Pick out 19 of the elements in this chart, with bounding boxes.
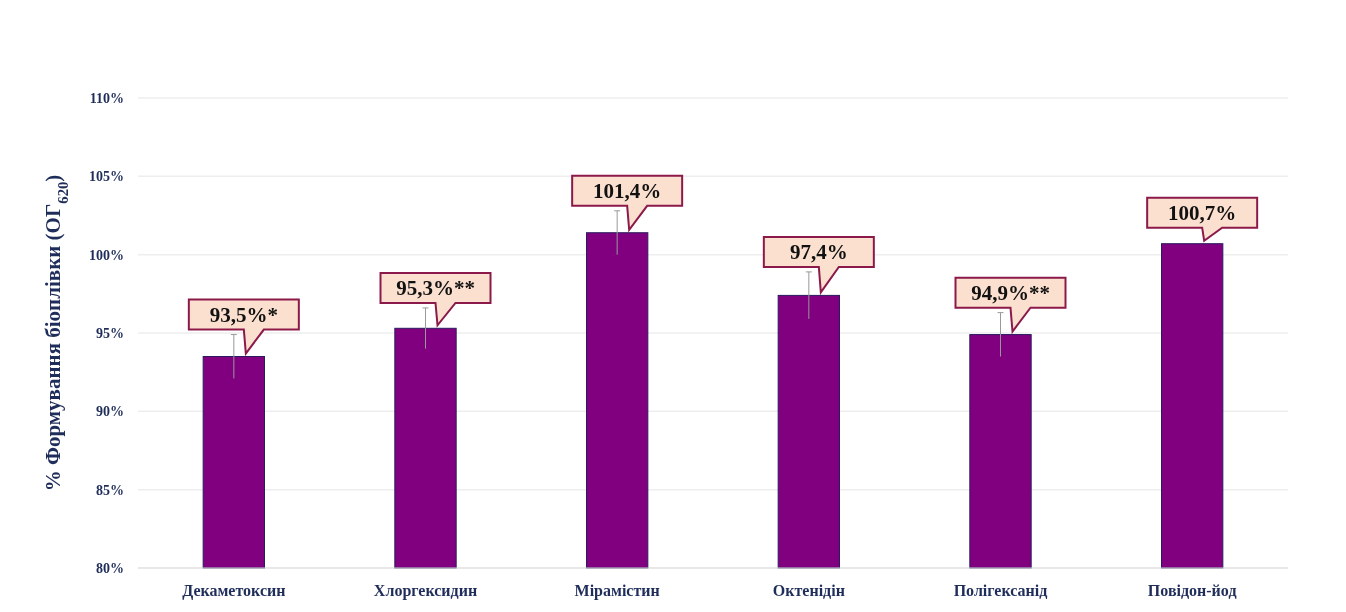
y-tick-label: 95%	[96, 325, 124, 341]
data-label: 97,4%	[789, 239, 848, 264]
data-label: 94,9%**	[971, 280, 1050, 305]
data-label: 101,4%	[593, 178, 662, 203]
y-tick-label: 105%	[89, 169, 124, 185]
x-tick-label: Октенідін	[772, 582, 845, 599]
y-tick-label: 100%	[89, 247, 124, 263]
x-tick-label: Хлоргексидин	[373, 582, 478, 600]
x-tick-label: Полігексанід	[953, 582, 1048, 599]
x-tick-label: Декаметоксин	[182, 582, 286, 600]
x-tick-label: Мірамістин	[574, 582, 660, 600]
y-tick-label: 85%	[96, 482, 124, 498]
data-label: 100,7%	[1168, 200, 1237, 225]
data-label: 93,5%*	[209, 302, 278, 327]
data-label: 95,3%**	[396, 275, 475, 300]
y-tick-label: 110%	[89, 90, 124, 106]
y-tick-label: 80%	[96, 560, 124, 576]
x-tick-label: Повідон-йод	[1147, 582, 1237, 599]
y-tick-label: 90%	[96, 404, 124, 420]
